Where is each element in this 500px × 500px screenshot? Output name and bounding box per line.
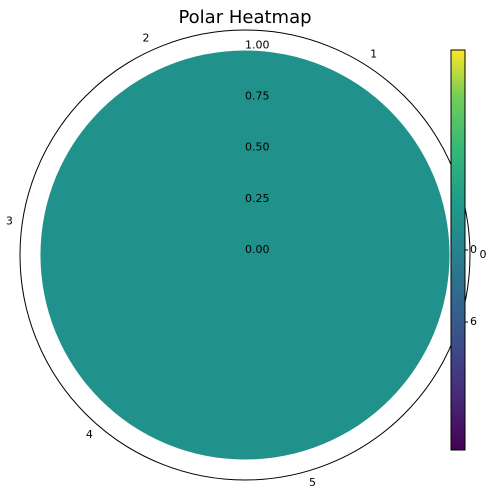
theta-tick-label: 2 bbox=[142, 32, 149, 45]
r-tick-label: 0.00 bbox=[245, 243, 270, 256]
theta-tick-label: 0 bbox=[480, 248, 487, 261]
r-tick-label: 0.75 bbox=[245, 90, 270, 103]
chart-title: Polar Heatmap bbox=[178, 7, 311, 28]
theta-tick-label: 3 bbox=[6, 214, 13, 227]
colorbar-tick-label: 0 bbox=[470, 243, 477, 256]
colorbar-tick-label: 6 bbox=[470, 315, 477, 328]
r-tick-label: 0.25 bbox=[245, 192, 270, 205]
theta-tick-label: 5 bbox=[309, 476, 316, 489]
colorbar bbox=[450, 49, 466, 451]
polar-frame bbox=[19, 29, 471, 481]
heat-cell bbox=[40, 50, 450, 460]
theta-tick-label: 4 bbox=[86, 428, 93, 441]
theta-tick-label: 1 bbox=[370, 48, 377, 61]
r-tick-label: 1.00 bbox=[245, 38, 270, 51]
r-tick-label: 0.50 bbox=[245, 141, 270, 154]
